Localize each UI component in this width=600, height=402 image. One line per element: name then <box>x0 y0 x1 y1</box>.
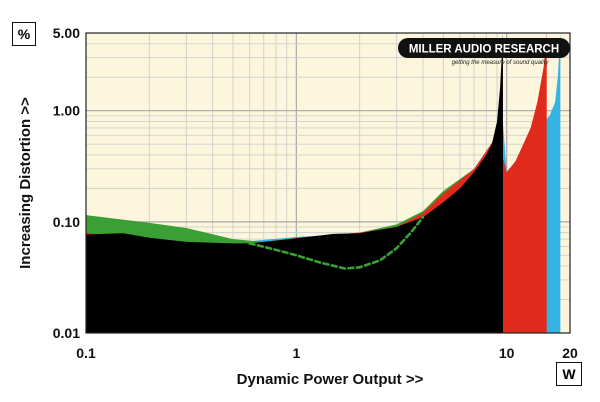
y-tick-label: 5.00 <box>53 25 80 41</box>
brand-logo-tagline: getting the measure of sound quality <box>452 60 550 66</box>
y-tick-label: 0.10 <box>53 214 80 230</box>
series-layer <box>86 33 561 333</box>
x-tick-label: 0.1 <box>76 345 96 361</box>
series-line-4 <box>248 215 425 270</box>
brand-logo-text: MILLER AUDIO RESEARCH <box>409 44 559 56</box>
y-unit-label: % <box>12 22 36 46</box>
y-tick-label: 1.00 <box>53 103 80 119</box>
brand-logo: MILLER AUDIO RESEARCH getting the measur… <box>398 38 570 66</box>
y-axis-title: Increasing Distortion >> <box>17 97 34 269</box>
tick-labels: 0.1 1 10 20 0.01 0.10 1.00 5.00 <box>53 25 578 361</box>
x-unit-label: W <box>556 362 582 386</box>
x-tick-label: 20 <box>562 345 578 361</box>
x-tick-label: 1 <box>292 345 300 361</box>
y-tick-label: 0.01 <box>53 325 80 341</box>
x-axis-title: Dynamic Power Output >> <box>237 371 424 388</box>
x-tick-label: 10 <box>499 345 515 361</box>
series-area-3 <box>86 33 503 333</box>
plot-frame <box>85 32 571 334</box>
